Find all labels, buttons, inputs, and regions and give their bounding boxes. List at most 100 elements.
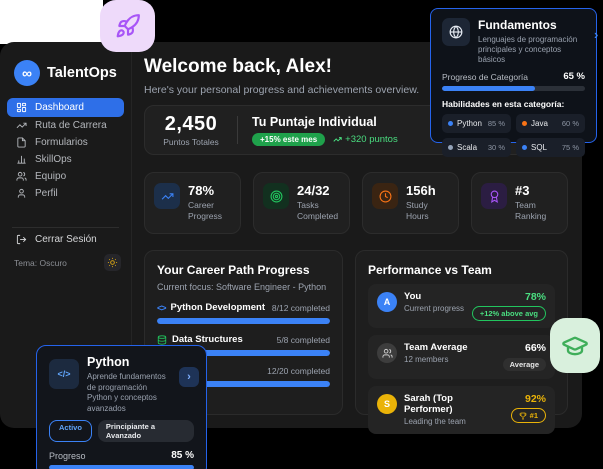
level-badge: Principiante a Avanzado — [97, 420, 194, 442]
chevron-right-icon[interactable]: › — [594, 27, 599, 42]
sidebar-item-dashboard[interactable]: Dashboard — [7, 98, 124, 117]
fundamentos-title: Fundamentos — [478, 18, 557, 32]
python-course-card[interactable]: </> Python Aprende fundamentos de progra… — [36, 345, 207, 469]
theme-row: Tema: Oscuro — [14, 254, 121, 271]
rocket-icon — [116, 14, 140, 38]
skill-chip-java: Java 60 % — [516, 114, 585, 133]
performance-panel: Performance vs Team A You Current progre… — [355, 250, 568, 434]
sidebar-item-label: Ruta de Carrera — [35, 120, 107, 131]
career-item-python-development: <> Python Development 8/12 completed — [157, 302, 330, 324]
logout-button[interactable]: Cerrar Sesión — [16, 234, 97, 245]
sidebar-item-skillops[interactable]: SkillOps — [7, 151, 124, 168]
stat-value: #3 — [515, 183, 530, 198]
sidebar-item-formularios[interactable]: Formularios — [7, 134, 124, 151]
chevron-right-button[interactable]: › — [179, 367, 199, 387]
trend-up-icon — [333, 136, 342, 142]
skill-chip-scala: Scala 30 % — [442, 138, 511, 157]
career-item-data-structures: Data Structures 5/8 completed — [157, 334, 330, 356]
career-panel-title: Your Career Path Progress — [157, 263, 310, 277]
career-item-name: Python Development — [170, 302, 266, 313]
career-item-progress: 5/8 completed — [276, 334, 330, 345]
performance-sub: Leading the team — [404, 417, 466, 426]
stat-label: Career Progress — [188, 200, 223, 221]
sidebar-item-label: Equipo — [35, 171, 67, 182]
fundamentos-skills-label: Habilidades en esta categoría: — [442, 99, 565, 109]
performance-badge: #1 — [510, 408, 546, 423]
sidebar-nav: Dashboard Ruta de Carrera Formularios Sk… — [7, 98, 124, 202]
database-icon — [157, 334, 167, 345]
career-item-name: Data Structures — [172, 334, 243, 345]
points-divider — [237, 116, 238, 144]
bar-chart-icon — [17, 155, 26, 164]
performance-row-team-average: Team Average 12 members 66% Average — [368, 335, 555, 379]
skill-dot — [448, 145, 453, 150]
brand: ∞ TalentOps — [14, 60, 117, 86]
performance-value: 66% — [524, 342, 546, 354]
page-subtitle: Here's your personal progress and achiev… — [144, 84, 420, 96]
progress-bar — [157, 381, 330, 387]
sidebar-item-perfil[interactable]: Perfil — [7, 185, 124, 202]
performance-name: You — [404, 291, 422, 302]
users-icon — [381, 348, 393, 358]
code-icon: <> — [157, 302, 166, 313]
sidebar-item-label: SkillOps — [35, 154, 72, 165]
users-avatar — [377, 343, 397, 363]
skill-chip-sql: SQL 75 % — [516, 138, 585, 157]
progress-bar — [157, 350, 330, 356]
performance-row-sarah: S Sarah (Top Performer) Leading the team… — [368, 386, 555, 434]
page-background-corner — [0, 0, 103, 44]
stat-label: Tasks Completed — [297, 200, 339, 221]
active-badge: Activo — [49, 420, 92, 442]
skill-dot — [522, 121, 527, 126]
avatar: S — [377, 394, 397, 414]
performance-sub: Current progress — [404, 304, 465, 313]
python-card-title: Python — [87, 355, 130, 369]
stat-card-team-ranking: #3 Team Ranking — [471, 172, 568, 234]
fundamentos-card[interactable]: Fundamentos Lenguajes de programación pr… — [430, 8, 599, 157]
progress-bar — [157, 318, 330, 324]
points-label: Puntos Totales — [163, 137, 219, 147]
stat-label: Study Hours — [406, 200, 429, 221]
fundamentos-description: Lenguajes de programación principales y … — [478, 35, 578, 64]
globe-icon — [442, 18, 470, 46]
avatar: A — [377, 292, 397, 312]
target-icon — [263, 183, 289, 209]
skill-dot — [448, 121, 453, 126]
main-content: Welcome back, Alex! Here's your personal… — [132, 42, 582, 434]
sidebar-item-label: Perfil — [35, 188, 58, 199]
users-icon — [16, 171, 27, 181]
points-total: 2,450 Puntos Totales — [145, 113, 237, 147]
page-title: Welcome back, Alex! — [144, 56, 332, 77]
career-panel-subtitle: Current focus: Software Engineer - Pytho… — [157, 282, 327, 292]
rocket-chip — [100, 0, 155, 52]
stat-card-tasks-completed: 24/32 Tasks Completed — [253, 172, 350, 234]
points-badge: +15% este mes — [252, 132, 326, 146]
sidebar-item-equipo[interactable]: Equipo — [7, 168, 124, 185]
dashboard-grid-icon — [16, 102, 27, 113]
points-delta: +320 puntos — [333, 134, 398, 145]
sidebar-item-label: Formularios — [35, 137, 88, 148]
sidebar-item-ruta-de-carrera[interactable]: Ruta de Carrera — [7, 117, 124, 134]
python-progress-label: Progreso — [49, 450, 86, 461]
stat-label: Team Ranking — [515, 200, 547, 221]
document-icon — [17, 137, 26, 148]
clock-icon — [372, 183, 398, 209]
logout-label: Cerrar Sesión — [35, 234, 97, 245]
talentops-logo-icon: ∞ — [14, 60, 40, 86]
career-item-progress: 8/12 completed — [271, 302, 330, 313]
graduation-chip — [550, 318, 600, 373]
python-progress-value: 85 % — [171, 450, 194, 461]
user-icon — [17, 188, 26, 198]
sun-icon — [107, 257, 118, 268]
fundamentos-progress-label: Progreso de Categoría — [442, 71, 528, 82]
stats-row: 78% Career Progress 24/32 Tasks Complete… — [144, 172, 568, 234]
brand-name: TalentOps — [47, 65, 117, 81]
sidebar: ∞ TalentOps Dashboard Ruta de Carrera Fo… — [0, 42, 132, 428]
career-item-progress: 12/20 completed — [267, 366, 330, 376]
skill-dot — [522, 145, 527, 150]
theme-toggle-button[interactable] — [104, 254, 121, 271]
progress-bar — [49, 465, 194, 469]
performance-value: 78% — [524, 291, 546, 303]
theme-label: Tema: Oscuro — [14, 257, 67, 268]
